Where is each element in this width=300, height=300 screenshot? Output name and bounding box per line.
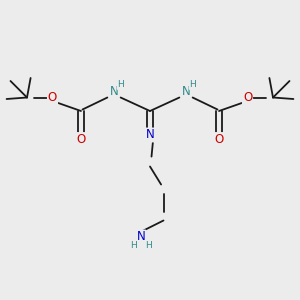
Text: O: O — [48, 91, 57, 104]
Text: N: N — [146, 128, 154, 142]
Text: N: N — [182, 85, 190, 98]
Text: H: H — [117, 80, 124, 89]
Text: N: N — [110, 85, 118, 98]
Text: H: H — [189, 80, 196, 89]
Text: H: H — [145, 241, 152, 250]
Text: O: O — [76, 133, 85, 146]
Text: O: O — [214, 133, 224, 146]
Text: O: O — [243, 91, 252, 104]
Text: N: N — [136, 230, 146, 244]
Text: H: H — [130, 241, 137, 250]
